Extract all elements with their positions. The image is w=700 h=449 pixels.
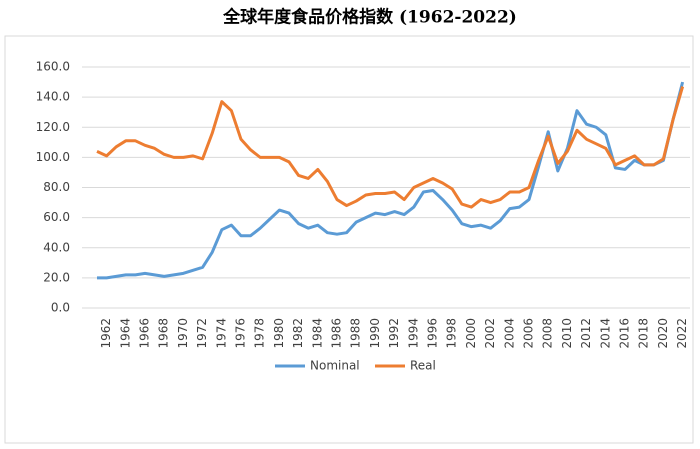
x-tick-label: 1970	[176, 318, 190, 349]
x-tick-label: 2010	[560, 318, 574, 349]
x-tick-label: 1982	[291, 318, 305, 349]
y-tick-label: 80.0	[43, 180, 70, 194]
y-tick-label: 0.0	[51, 301, 70, 315]
x-tick-label: 2014	[598, 318, 612, 349]
x-tick-label: 2002	[483, 318, 497, 349]
x-tick-label: 1998	[445, 318, 459, 349]
x-tick-label: 2020	[656, 318, 670, 349]
y-tick-label: 40.0	[43, 240, 70, 254]
series-line	[97, 81, 685, 280]
x-tick-label: 1968	[157, 318, 171, 349]
x-tick-label: 1972	[195, 318, 209, 349]
x-tick-label: 1978	[253, 318, 267, 349]
y-tick-label: 20.0	[43, 270, 70, 284]
x-tick-label: 2006	[522, 318, 536, 349]
x-tick-label: 1980	[272, 318, 286, 349]
x-tick-label: 2022	[675, 318, 689, 349]
y-tick-label: 100.0	[36, 150, 70, 164]
y-tick-label: 120.0	[36, 120, 70, 134]
x-tick-label: 1974	[214, 318, 228, 349]
x-tick-label: 1964	[118, 318, 132, 349]
x-tick-label: 1986	[330, 318, 344, 349]
chart-title: 全球年度食品价格指数 (1962-2022)	[222, 7, 517, 28]
x-tick-label: 1996	[426, 318, 440, 349]
legend-label: Real	[410, 359, 436, 373]
x-tick-label: 2018	[637, 318, 651, 349]
x-tick-label: 1994	[406, 318, 420, 349]
x-tick-label: 1984	[310, 318, 324, 349]
x-tick-label: 2012	[579, 318, 593, 349]
x-tick-label: 1992	[387, 318, 401, 349]
x-tick-label: 1990	[368, 318, 382, 349]
x-tick-label: 2016	[618, 318, 632, 349]
x-tick-label: 1962	[99, 318, 113, 349]
x-tick-label: 2004	[502, 318, 516, 349]
x-tick-label: 1966	[138, 318, 152, 349]
y-tick-label: 60.0	[43, 210, 70, 224]
x-tick-label: 2000	[464, 318, 478, 349]
legend-label: Nominal	[310, 359, 360, 373]
x-tick-label: 2008	[541, 318, 555, 349]
y-tick-label: 160.0	[36, 60, 70, 74]
chart-frame	[4, 35, 694, 444]
series-line	[96, 86, 685, 209]
y-tick-label: 140.0	[36, 90, 70, 104]
x-tick-label: 1988	[349, 318, 363, 349]
x-tick-label: 1976	[234, 318, 248, 349]
